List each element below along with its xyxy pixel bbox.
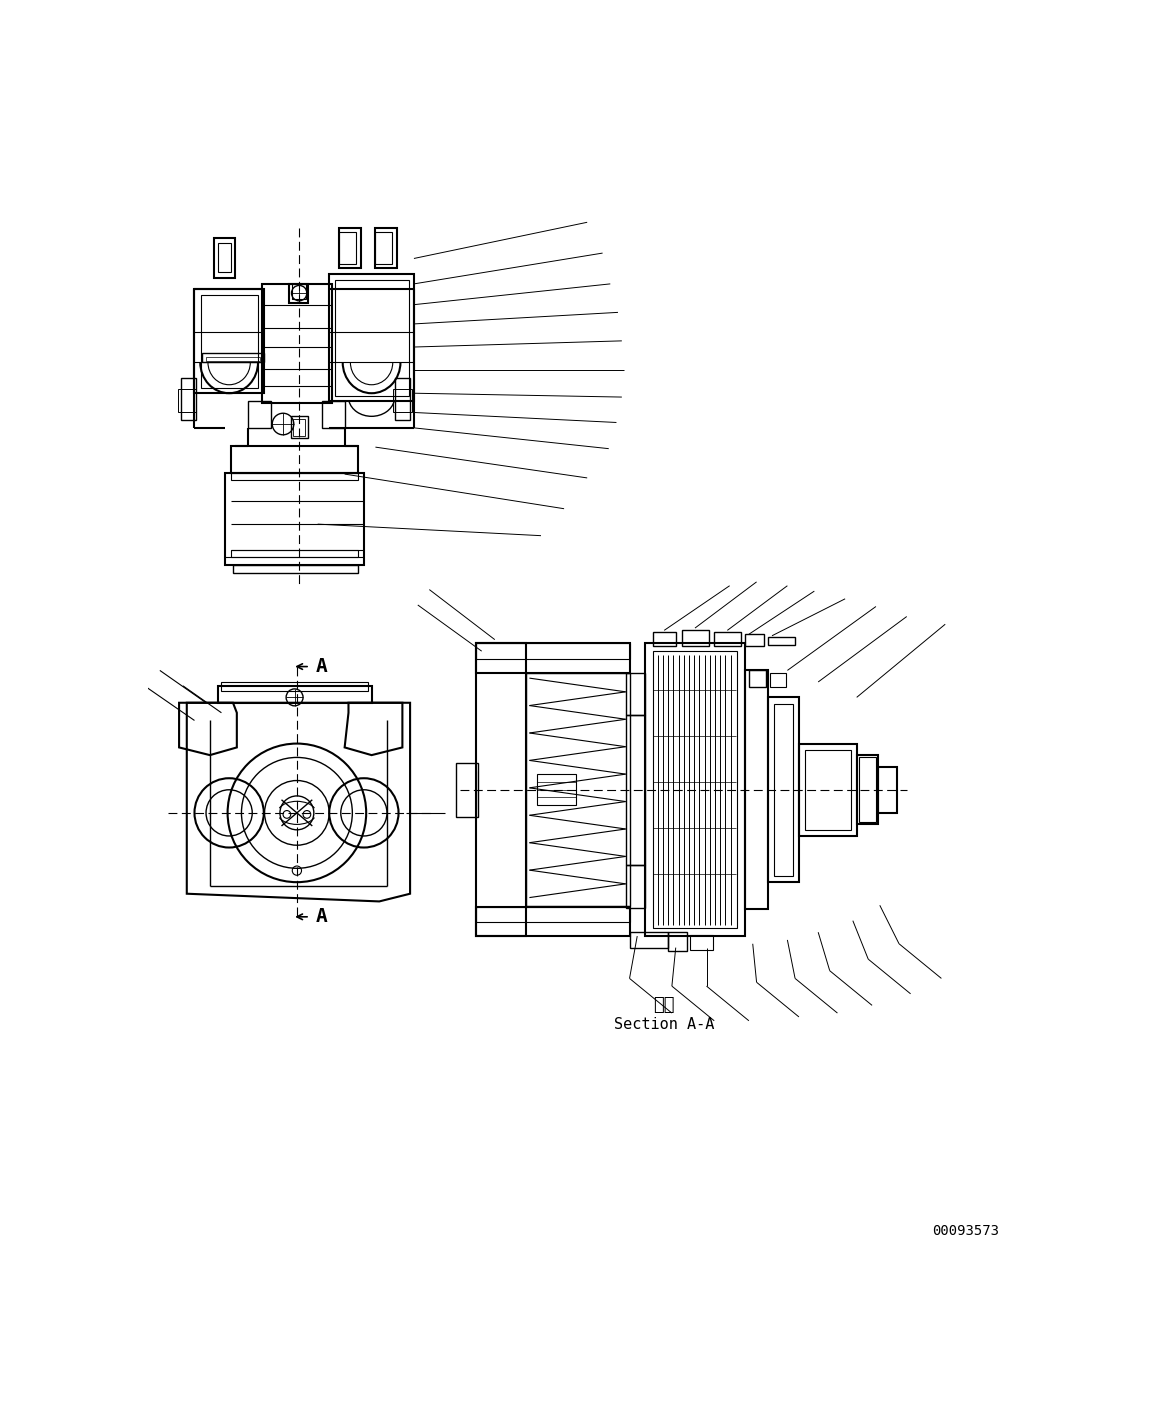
Bar xyxy=(645,643,745,936)
Bar xyxy=(376,228,397,268)
Bar xyxy=(217,685,372,702)
Bar xyxy=(626,715,645,865)
Bar xyxy=(292,283,306,299)
Bar xyxy=(291,416,308,438)
Bar xyxy=(456,763,478,817)
Bar xyxy=(329,273,414,401)
Bar xyxy=(626,673,645,715)
Bar xyxy=(231,446,358,473)
Bar xyxy=(668,932,687,952)
Bar xyxy=(221,683,368,691)
Bar xyxy=(340,232,356,263)
Bar xyxy=(293,419,306,436)
Bar xyxy=(321,401,344,428)
Bar xyxy=(768,697,799,882)
Bar xyxy=(749,670,765,687)
Bar xyxy=(652,651,737,929)
Text: 00093573: 00093573 xyxy=(932,1223,999,1238)
Bar xyxy=(233,565,358,572)
Bar xyxy=(859,758,876,823)
Bar xyxy=(690,935,713,950)
Bar xyxy=(393,389,412,412)
Bar xyxy=(217,244,231,272)
Bar xyxy=(878,766,898,813)
Bar xyxy=(231,473,358,480)
Bar xyxy=(394,378,411,421)
Bar xyxy=(714,632,741,646)
Bar xyxy=(526,673,629,906)
Text: A: A xyxy=(315,657,327,675)
Bar xyxy=(745,670,768,909)
Bar xyxy=(652,632,676,646)
Bar xyxy=(476,643,526,936)
Bar xyxy=(805,749,851,830)
Bar xyxy=(476,906,629,922)
Bar xyxy=(626,865,645,908)
Bar xyxy=(214,238,235,278)
Bar xyxy=(799,743,857,835)
Text: Section A-A: Section A-A xyxy=(614,1017,714,1032)
Bar xyxy=(201,296,258,388)
Bar xyxy=(180,378,197,421)
Bar xyxy=(775,704,793,877)
Bar xyxy=(194,289,264,394)
Bar xyxy=(770,673,786,687)
Bar xyxy=(206,357,261,361)
Bar xyxy=(476,643,629,673)
Bar xyxy=(537,775,576,806)
Bar xyxy=(202,353,264,362)
Bar xyxy=(178,389,197,412)
Bar xyxy=(340,228,361,268)
Bar xyxy=(231,549,358,558)
Text: A: A xyxy=(315,908,327,926)
Bar xyxy=(629,932,668,947)
Bar xyxy=(249,401,271,428)
Bar xyxy=(376,232,392,263)
Bar xyxy=(262,283,331,404)
Bar xyxy=(476,906,629,936)
Bar xyxy=(768,637,795,646)
Bar xyxy=(682,630,708,646)
Bar xyxy=(226,473,364,565)
Text: 断面: 断面 xyxy=(654,997,675,1014)
Bar xyxy=(745,634,764,646)
Bar xyxy=(857,755,878,824)
Bar xyxy=(335,280,408,395)
Bar xyxy=(290,283,308,303)
Bar xyxy=(476,643,629,658)
